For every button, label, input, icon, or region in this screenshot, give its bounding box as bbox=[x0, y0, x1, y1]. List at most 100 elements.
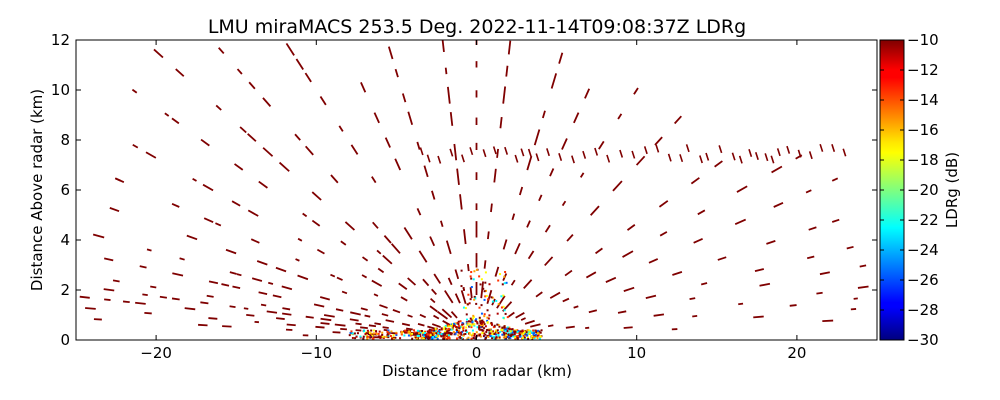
echo-point bbox=[377, 335, 380, 338]
echo-point bbox=[379, 304, 388, 309]
x-axis: −20 −10 0 10 20 bbox=[140, 40, 806, 362]
echo-point bbox=[422, 278, 430, 287]
echo-point bbox=[379, 336, 382, 339]
echo-point bbox=[485, 329, 488, 332]
echo-point bbox=[467, 293, 470, 296]
echo-point bbox=[491, 330, 494, 333]
echo-point bbox=[789, 304, 797, 307]
echo-point bbox=[476, 322, 479, 325]
echo-point bbox=[472, 315, 475, 318]
echo-point bbox=[383, 335, 386, 338]
echo-point bbox=[418, 333, 421, 336]
echo-point bbox=[413, 336, 416, 339]
echo-point bbox=[524, 319, 535, 325]
echo-point bbox=[286, 323, 296, 327]
echo-point bbox=[215, 222, 222, 227]
echo-point bbox=[484, 271, 487, 274]
echo-point bbox=[171, 202, 180, 208]
echo-point bbox=[179, 257, 185, 261]
echo-point bbox=[377, 267, 385, 274]
echo-point bbox=[459, 326, 462, 329]
echo-point bbox=[247, 209, 259, 217]
echo-point bbox=[465, 329, 468, 332]
echo-point bbox=[679, 154, 684, 163]
echo-point bbox=[718, 145, 723, 154]
echo-point bbox=[819, 271, 830, 276]
echo-point bbox=[348, 334, 351, 337]
echo-point bbox=[536, 331, 539, 334]
echo-point bbox=[459, 336, 462, 339]
echo-point bbox=[474, 319, 477, 322]
echo-point bbox=[417, 333, 420, 336]
echo-point bbox=[351, 336, 354, 339]
echo-point bbox=[450, 328, 453, 331]
echo-point bbox=[434, 329, 437, 332]
colorbar-tick-label: −20 bbox=[907, 181, 939, 199]
echo-point bbox=[573, 305, 579, 309]
echo-point bbox=[473, 323, 476, 326]
echo-point bbox=[486, 319, 489, 322]
echo-point bbox=[502, 316, 505, 319]
echo-point bbox=[423, 334, 426, 337]
echo-point bbox=[229, 305, 236, 308]
echo-point bbox=[672, 271, 683, 276]
colorbar: −10 −12 −14 −16 −18 −20 −22 −24 −26 −28 −30 LDRg (… bbox=[879, 31, 961, 349]
echo-point bbox=[457, 320, 460, 323]
echo-point bbox=[484, 281, 487, 284]
echo-point bbox=[112, 279, 120, 283]
echo-point bbox=[435, 335, 438, 338]
echo-point bbox=[505, 281, 508, 284]
echo-point bbox=[433, 331, 436, 334]
echo-point bbox=[487, 317, 490, 320]
echo-point bbox=[525, 331, 528, 334]
echo-point bbox=[514, 337, 517, 340]
echo-point bbox=[685, 144, 690, 153]
echo-point bbox=[502, 336, 505, 339]
echo-point bbox=[503, 327, 506, 330]
colorbar-ticks: −10 −12 −14 −16 −18 −20 −22 −24 −26 −28 −30 bbox=[880, 31, 939, 349]
echo-point bbox=[759, 282, 771, 287]
echo-point bbox=[488, 332, 491, 335]
echo-point bbox=[369, 336, 372, 339]
echo-point bbox=[541, 110, 546, 119]
echo-point bbox=[754, 151, 759, 160]
echo-point bbox=[513, 333, 516, 336]
echo-point bbox=[859, 264, 867, 268]
echo-point bbox=[487, 231, 490, 240]
echo-point bbox=[558, 52, 564, 64]
echo-point bbox=[469, 298, 472, 301]
echo-point bbox=[401, 330, 404, 333]
echo-point bbox=[239, 126, 247, 134]
echo-point bbox=[473, 270, 476, 273]
echo-point bbox=[493, 324, 496, 327]
echo-point bbox=[631, 150, 636, 159]
echo-point bbox=[251, 277, 263, 282]
echo-point bbox=[368, 324, 377, 328]
echo-point bbox=[511, 331, 514, 334]
echo-point bbox=[445, 240, 452, 255]
echo-point bbox=[478, 306, 481, 309]
echo-point bbox=[689, 297, 696, 301]
echo-point bbox=[413, 331, 416, 334]
echo-point bbox=[372, 221, 379, 229]
echo-point bbox=[491, 323, 494, 326]
echo-point bbox=[114, 177, 122, 182]
echo-point bbox=[319, 96, 327, 106]
echo-point bbox=[454, 269, 460, 280]
echo-point bbox=[398, 282, 408, 291]
echo-point bbox=[475, 302, 478, 305]
echo-point bbox=[516, 337, 519, 340]
echo-point bbox=[458, 329, 461, 332]
echo-point bbox=[466, 337, 469, 340]
echo-point bbox=[482, 287, 485, 290]
echo-point bbox=[659, 231, 668, 237]
echo-point bbox=[401, 93, 407, 103]
echo-point bbox=[416, 141, 421, 150]
echo-point bbox=[266, 310, 278, 314]
echo-point bbox=[258, 180, 268, 189]
echo-point bbox=[490, 296, 493, 299]
echo-point bbox=[549, 291, 561, 299]
echo-point bbox=[268, 281, 274, 285]
echo-point bbox=[482, 321, 485, 324]
echo-point bbox=[482, 149, 487, 158]
